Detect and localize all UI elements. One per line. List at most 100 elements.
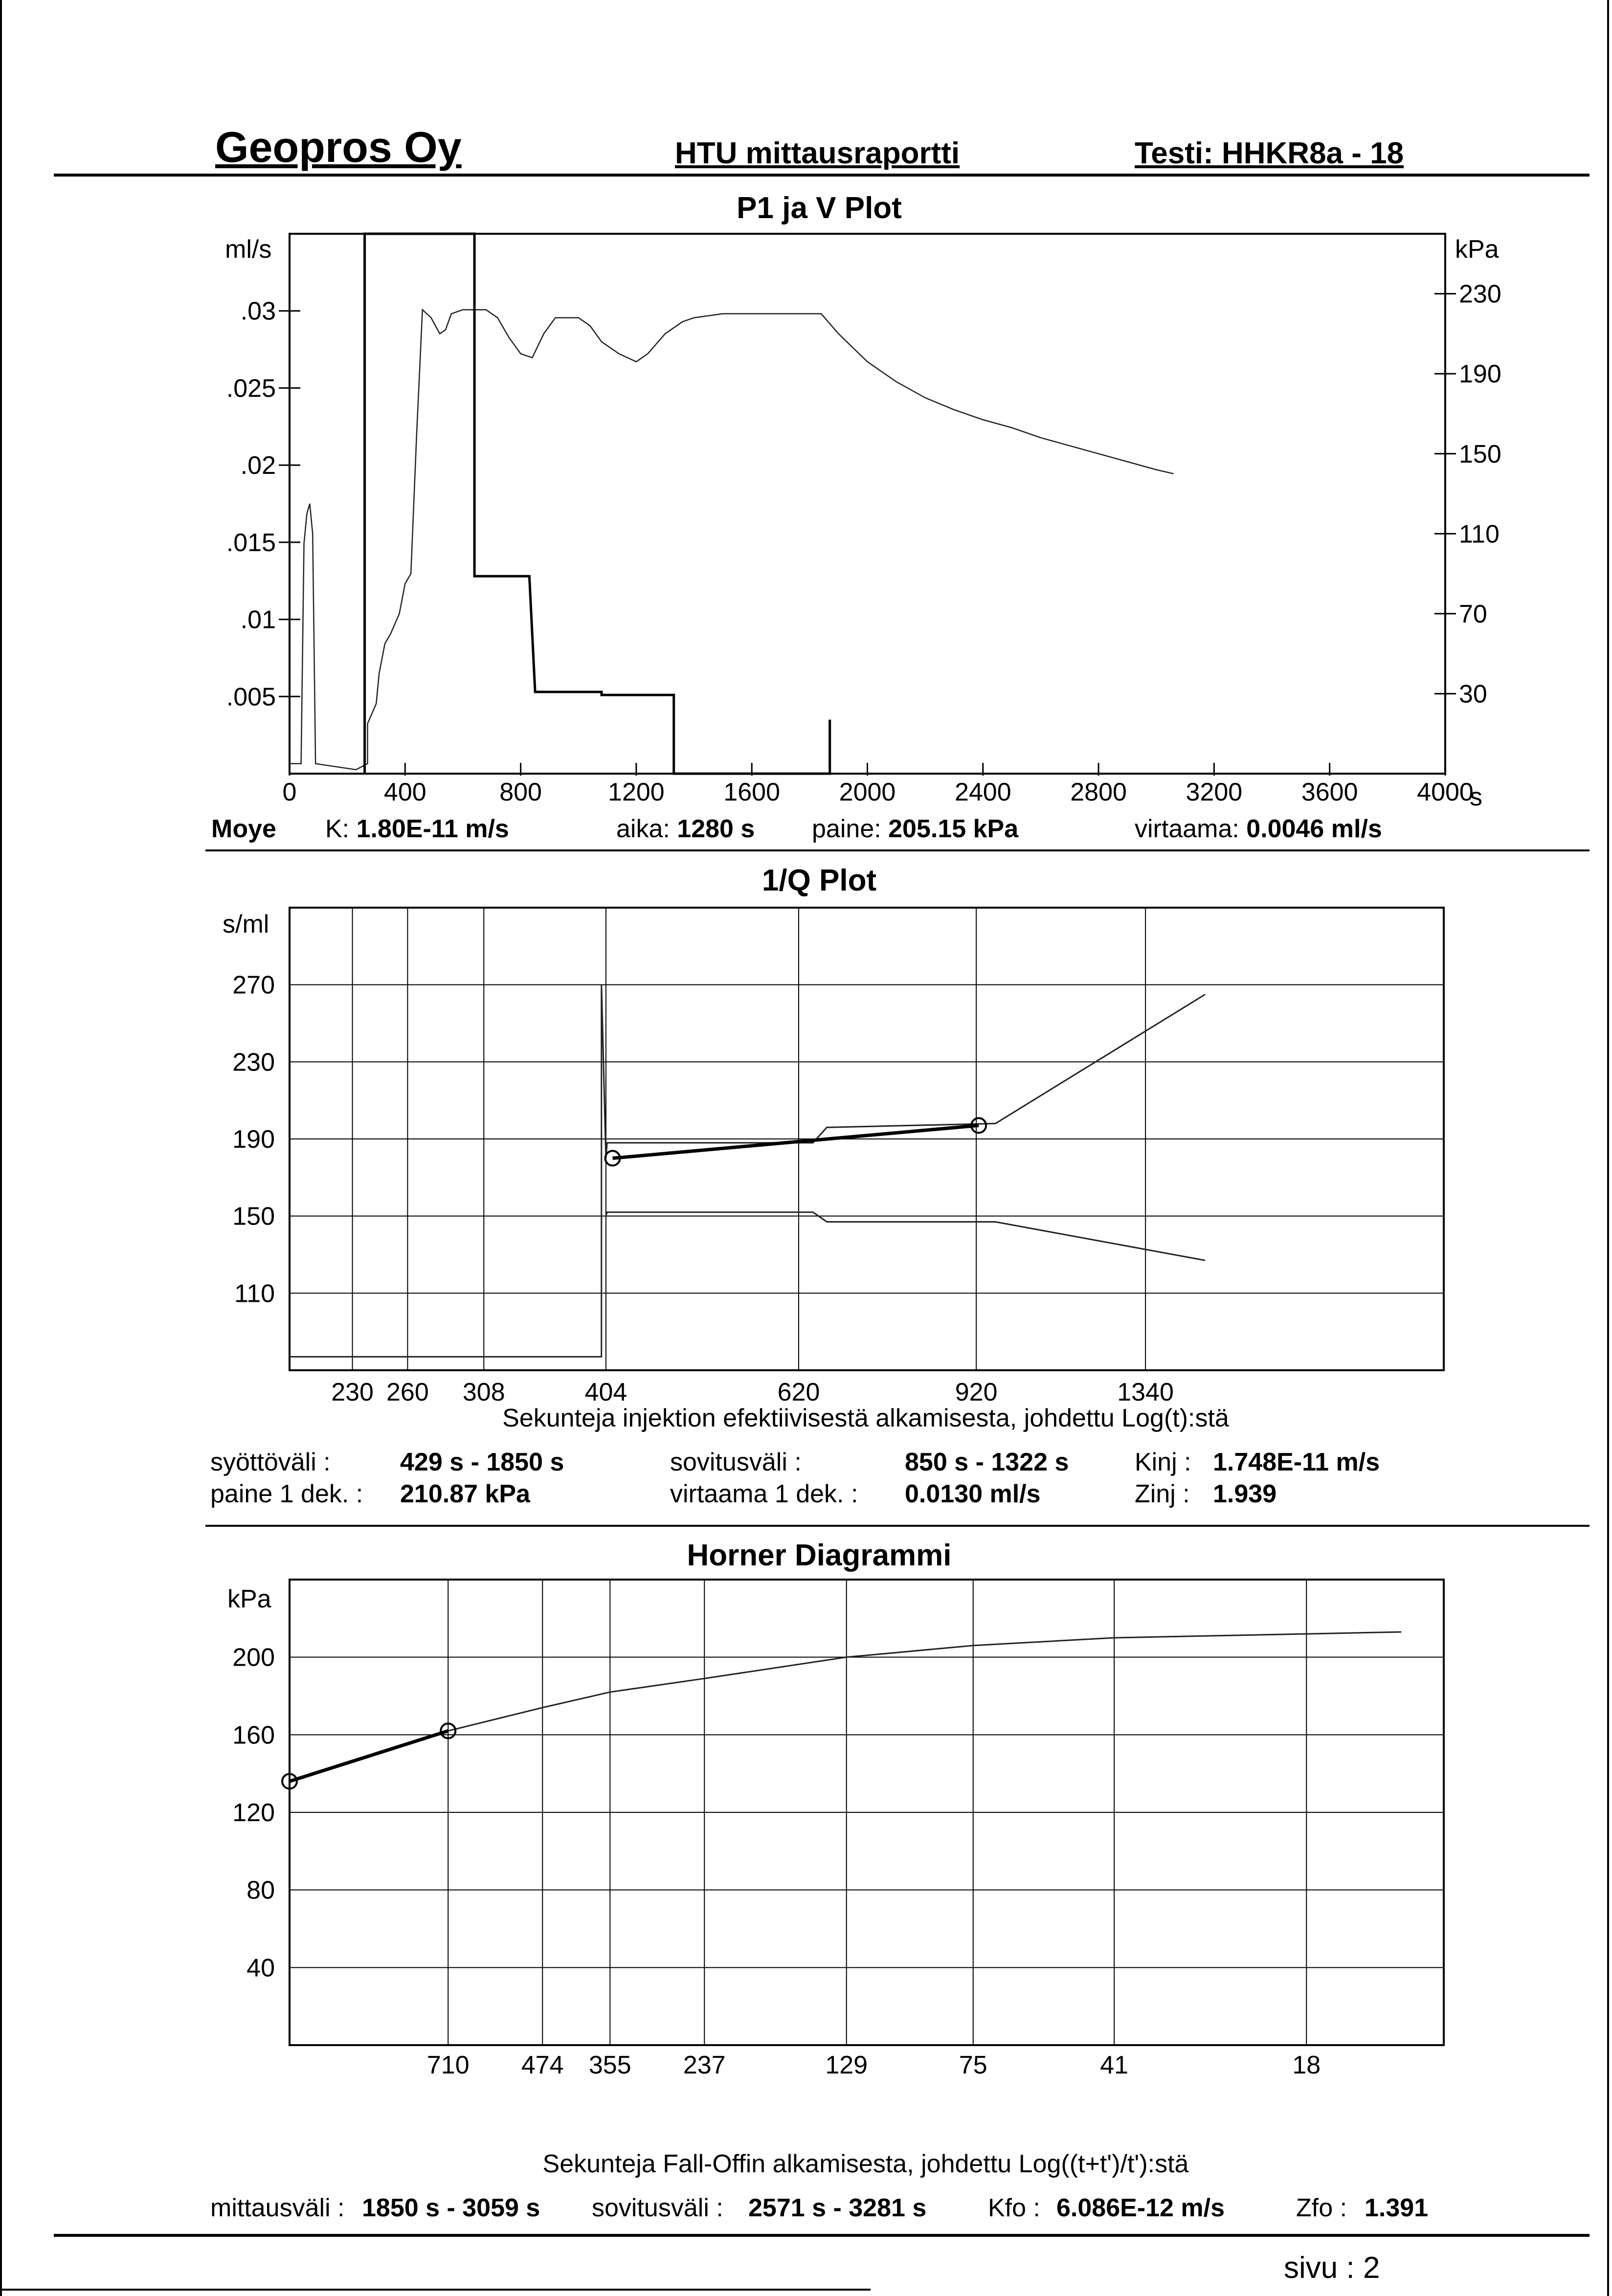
report-title: HTU mittausraportti	[675, 136, 960, 170]
plot2-x-tick-label: 308	[463, 1378, 505, 1406]
plot1-x-tick-label: 3200	[1186, 778, 1243, 806]
sovitus3-value: 2571 s - 3281 s	[748, 2194, 927, 2222]
plot1-y-right-tick-label: 150	[1459, 440, 1501, 468]
company-name: Geopros Oy	[215, 123, 462, 171]
zfo-label: Zfo :	[1296, 2194, 1347, 2222]
plot1-x-tick-label: 1600	[723, 778, 780, 806]
plot1-x-tick-label: 2800	[1070, 778, 1127, 806]
plot1-aika: aika: 1280 s	[616, 814, 755, 844]
plot3-x-tick-label: 18	[1292, 2051, 1321, 2079]
plot2-x-tick-label: 260	[386, 1378, 429, 1406]
paine1-label: paine 1 dek. :	[210, 1480, 363, 1508]
virtaama-value: 0.0046 ml/s	[1246, 815, 1382, 843]
plot3-x-tick-label: 41	[1100, 2051, 1128, 2079]
plot3-y-tick-label: 40	[246, 1954, 275, 1982]
plot1-y-left-tick-label: .03	[241, 297, 276, 326]
kfo-value: 6.086E-12 m/s	[1056, 2194, 1225, 2222]
plot3-chart: 710 474 355 237 129 75 41 18 40 80 120 160 200	[232, 1579, 1445, 2079]
plot1-y-right-tick-label: 110	[1459, 520, 1500, 548]
plot2-x-label: Sekunteja injektion efektiivisestä alkam…	[502, 1404, 1229, 1432]
plot1-x-unit: s	[1470, 783, 1482, 811]
mittaus-label: mittausväli :	[210, 2194, 345, 2222]
plot1-x-tick-label: 2000	[839, 778, 896, 806]
plot1-x-tick-label: 800	[499, 778, 542, 806]
plot1-rule	[205, 849, 1590, 851]
plot3-y-tick-label: 160	[232, 1721, 275, 1749]
plot3-x-tick-label: 237	[683, 2051, 726, 2079]
plot3-y-tick-label: 80	[246, 1876, 275, 1905]
mittaus-value: 1850 s - 3059 s	[362, 2194, 540, 2222]
plot3-y-tick-label: 200	[232, 1644, 275, 1672]
paine-value: 205.15 kPa	[888, 815, 1019, 843]
plot2-lower-line	[605, 1211, 1206, 1261]
plot1-y-left-tick-label: .025	[226, 374, 276, 402]
plot2-measured-line	[290, 984, 1206, 1358]
plot1-y-right-tick-label: 190	[1459, 360, 1501, 388]
plot1-y-left-unit: ml/s	[225, 235, 272, 264]
plot2-fit-line	[612, 1123, 979, 1160]
plot1-title: P1 ja V Plot	[737, 191, 902, 225]
plot2-fit-marker	[604, 1150, 621, 1167]
paine-label: paine:	[812, 815, 881, 843]
plot2-chart: 230 260 308 404 620 920 1340 110 150 190 230 270	[232, 907, 1445, 1406]
sovitus3-label: sovitusväli :	[592, 2194, 723, 2222]
syotto-label: syöttöväli :	[210, 1448, 331, 1476]
plot3-title: Horner Diagrammi	[687, 1538, 952, 1572]
page-left-edge	[0, 0, 2, 2296]
page-value: 2	[1363, 2251, 1380, 2285]
plot1-virtaama: virtaama: 0.0046 ml/s	[1135, 814, 1382, 844]
kinj-label: Kinj :	[1135, 1448, 1191, 1476]
plot1-x-tick-label: 1200	[608, 778, 665, 806]
plot1-flow-line	[363, 232, 831, 775]
zfo-value: 1.391	[1365, 2194, 1429, 2222]
plot1-info: Moye	[211, 814, 276, 844]
plot1-y-left-tick-label: .01	[241, 606, 276, 634]
plot3-x-label: Sekunteja Fall-Offin alkamisesta, johdet…	[542, 2150, 1189, 2178]
header-rule	[54, 174, 1590, 177]
plot1-x-tick-label: 4000	[1417, 778, 1474, 806]
page-label: sivu :	[1284, 2251, 1355, 2285]
plot2-y-tick-label: 270	[232, 971, 275, 1000]
plot1-y-right-tick-label: 30	[1459, 680, 1487, 708]
sovitus-value: 850 s - 1322 s	[905, 1448, 1069, 1476]
plot1-y-left-tick-label: .005	[226, 683, 276, 711]
plot2-y-tick-label: 230	[232, 1048, 275, 1076]
page-number: sivu : 2	[1284, 2251, 1380, 2285]
aika-value: 1280 s	[677, 815, 755, 843]
aika-label: aika:	[616, 815, 670, 843]
plot1-y-right-tick-label: 70	[1459, 600, 1487, 628]
syotto-value: 429 s - 1850 s	[400, 1448, 564, 1476]
plot2-y-tick-label: 190	[232, 1125, 275, 1154]
plot1-y-right-tick-label: 230	[1459, 280, 1501, 309]
plot2-y-tick-label: 150	[232, 1203, 275, 1231]
plot3-fit-line	[289, 1729, 449, 1783]
plot1-frame	[289, 233, 1446, 775]
plot1-k: K: 1.80E-11 m/s	[325, 814, 509, 844]
virtaama-label: virtaama:	[1135, 815, 1239, 843]
plot1-y-left-tick-label: .02	[241, 451, 276, 480]
plot1-y-left-tick-label: .015	[226, 529, 276, 557]
k-label: K:	[325, 815, 350, 843]
virtaama1-label: virtaama 1 dek. :	[670, 1480, 858, 1508]
plot2-x-tick-label: 230	[331, 1378, 374, 1406]
plot1-chart: 0 400 800 1200 1600 2000 2400 2800 3200 3600 4000.…	[226, 232, 1501, 806]
plot2-fit-marker	[970, 1117, 987, 1134]
plot1-x-tick-label: 2400	[955, 778, 1011, 806]
plot2-y-tick-label: 110	[234, 1279, 275, 1308]
plot1-x-tick-label: 400	[384, 778, 426, 806]
plot1-x-tick-label: 0	[283, 778, 297, 806]
sovitus-label: sovitusväli :	[670, 1448, 802, 1476]
test-id: Testi: HHKR8a - 18	[1135, 136, 1404, 170]
plot3-x-tick-label: 710	[427, 2051, 470, 2079]
kinj-value: 1.748E-11 m/s	[1213, 1448, 1380, 1476]
plot3-y-unit: kPa	[227, 1585, 271, 1613]
plot2-x-tick-label: 620	[778, 1378, 820, 1406]
plot3-x-tick-label: 129	[825, 2051, 868, 2079]
virtaama1-value: 0.0130 ml/s	[905, 1480, 1041, 1508]
plot3-pressure-line	[289, 1631, 1401, 1782]
plot1-pressure-line	[290, 308, 1174, 771]
zinj-label: Zinj :	[1135, 1480, 1190, 1508]
plot2-title: 1/Q Plot	[761, 864, 877, 897]
plot3-x-tick-label: 474	[521, 2051, 564, 2079]
k-value: 1.80E-11 m/s	[356, 815, 509, 843]
